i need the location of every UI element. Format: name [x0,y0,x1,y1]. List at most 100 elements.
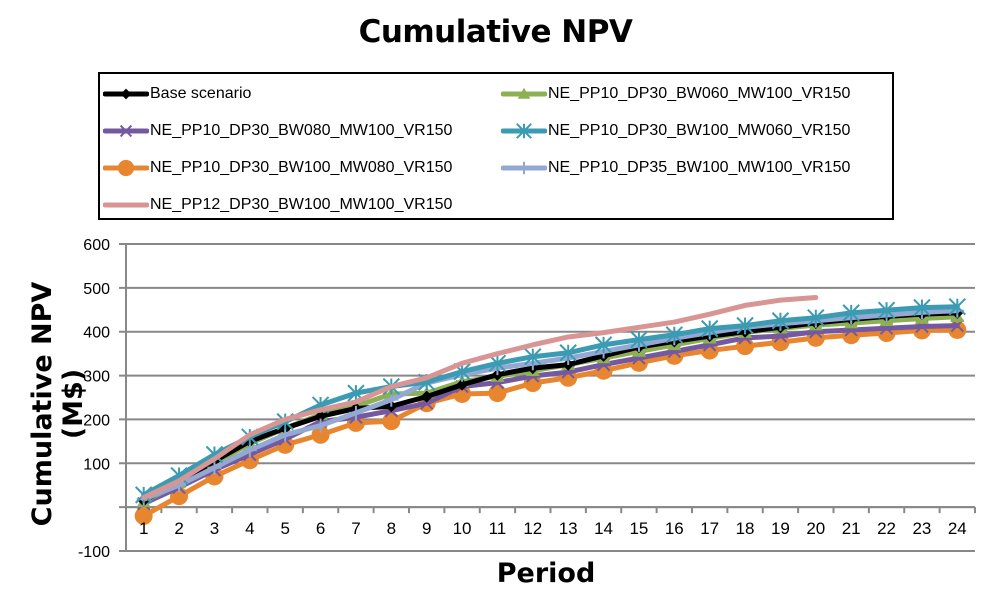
y-axis-title: Cumulative NPV (M$) [27,281,89,527]
data-point [453,362,471,381]
data-point [809,316,822,329]
data-point [241,428,259,446]
data-point [844,310,859,325]
data-point [453,384,472,403]
data-point [419,386,434,399]
data-point [172,476,187,489]
axes [125,244,976,551]
data-point [702,325,717,340]
legend-label: NE_PP12_DP30_BW100_MW100_VR150 [150,196,453,213]
data-point [631,344,646,357]
legend-item-bw080: NE_PP10_DP30_BW080_MW100_VR150 [103,119,452,143]
data-point [173,477,186,490]
data-point [632,341,645,354]
data-point [208,455,221,468]
data-point [703,330,716,343]
data-point [134,486,153,504]
data-point [842,326,861,345]
data-point [349,402,362,415]
data-point [490,369,505,382]
series-0 [137,306,964,507]
x-tick-label: 8 [387,519,396,538]
data-point [948,320,967,339]
data-point [771,333,790,352]
series-line [141,310,960,504]
data-point [242,436,257,449]
data-point [170,487,189,506]
data-point [385,400,398,413]
x-tick-label: 11 [489,519,507,538]
x-tick-label: 9 [422,519,431,538]
legend-swatch-0 [103,88,149,100]
data-point [382,377,401,396]
y-tick-label: 100 [83,456,110,473]
data-point [419,396,434,410]
data-point [915,308,928,321]
data-point [667,331,682,346]
series-line [141,308,960,502]
data-point [877,301,896,319]
x-tick-label: 3 [210,519,219,538]
chart-title: Cumulative NPV [358,14,633,50]
data-point [739,325,752,338]
series-4 [134,320,967,525]
data-point [279,422,292,435]
data-point [912,321,931,340]
data-point [491,368,504,381]
legend-label: NE_PP10_DP30_BW100_MW060_VR150 [548,122,851,139]
data-point [950,309,965,323]
data-point [915,319,929,334]
data-point [276,435,295,454]
data-point [842,304,860,322]
data-point [632,351,646,365]
x-tick-label: 21 [842,519,861,538]
data-point [879,313,894,326]
data-point [242,443,257,458]
legend-swatch-5 [501,161,547,175]
legend-item-bw060: NE_PP10_DP30_BW060_MW100_VR150 [501,82,850,106]
series-1 [136,309,965,508]
x-tick-label: 15 [629,519,648,538]
data-point [240,451,259,470]
legend-item-pp12: NE_PP12_DP30_BW100_MW100_VR150 [103,193,452,217]
data-point [490,375,505,390]
data-point [630,330,648,349]
data-point [119,124,133,138]
data-point [455,379,469,394]
data-point [700,341,719,360]
x-tick-label: 6 [316,519,325,538]
legend-label: NE_PP10_DP35_BW100_MW100_VR150 [548,159,851,176]
data-point [700,319,719,338]
data-point [488,384,507,403]
x-tick-label: 22 [877,519,896,538]
legend-item-mw080: NE_PP10_DP30_BW100_MW080_VR150 [103,156,452,180]
series-6 [141,295,819,500]
legend: Base scenario NE_PP10_DP30_BW060_MW100_V… [98,72,894,220]
data-point [243,435,256,448]
data-point [517,161,531,175]
y-tick-label: 500 [83,281,110,298]
data-point [526,362,539,375]
x-tick-label: 10 [453,519,472,538]
data-point [243,447,257,462]
data-point [844,323,858,337]
legend-swatch-3 [501,123,547,139]
data-point [526,369,540,383]
data-point [879,308,894,323]
data-point [561,351,576,366]
data-point [736,337,755,356]
x-tick-label: 13 [559,519,578,538]
data-point [773,321,788,334]
data-point [702,331,717,344]
data-point [313,407,328,420]
data-point [950,303,965,318]
legend-swatch-4 [103,159,149,177]
x-tick-label: 12 [523,519,542,538]
data-point [562,358,575,371]
data-point [880,310,893,323]
data-point [347,384,365,402]
gridlines [119,243,975,552]
data-point [524,348,542,366]
legend-swatch-6 [103,202,149,208]
data-point [311,425,330,444]
